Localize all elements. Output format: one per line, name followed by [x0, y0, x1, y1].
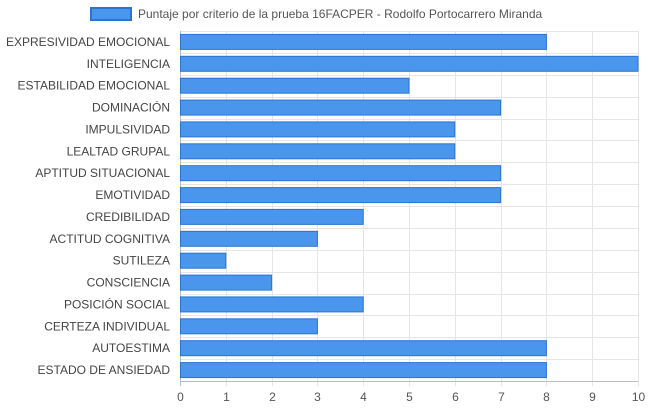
bar — [180, 230, 318, 247]
category-label: SUTILEZA — [113, 254, 170, 268]
bar — [180, 187, 502, 204]
bar — [180, 274, 273, 291]
category-label: LEALTAD GRUPAL — [67, 144, 171, 158]
x-tick-label: 2 — [269, 390, 276, 404]
category-label: CERTEZA INDIVIDUAL — [44, 319, 170, 333]
x-tick-label: 10 — [632, 390, 646, 404]
x-tick-label: 7 — [498, 390, 505, 404]
bar — [180, 99, 502, 116]
category-label: IMPULSIVIDAD — [85, 122, 170, 136]
x-tick-label: 0 — [177, 390, 184, 404]
category-label: ESTABILIDAD EMOCIONAL — [18, 79, 171, 93]
bar — [180, 208, 364, 225]
x-tick-label: 3 — [314, 390, 321, 404]
bar — [180, 33, 547, 50]
bar — [180, 318, 318, 335]
legend-swatch[interactable] — [90, 7, 132, 21]
x-tick-label: 5 — [406, 390, 413, 404]
bar — [180, 252, 227, 269]
category-label: AUTOESTIMA — [92, 341, 170, 355]
bar — [180, 296, 364, 313]
category-label: EMOTIVIDAD — [95, 188, 170, 202]
x-tick-label: 1 — [223, 390, 230, 404]
x-tick-label: 8 — [543, 390, 550, 404]
bar — [180, 340, 547, 357]
category-label: CREDIBILIDAD — [86, 210, 170, 224]
bar — [180, 121, 456, 138]
bar — [180, 143, 456, 160]
category-label: ACTITUD COGNITIVA — [50, 232, 170, 246]
category-label: APTITUD SITUACIONAL — [35, 166, 170, 180]
bar — [180, 165, 502, 182]
x-tick-label: 6 — [452, 390, 459, 404]
x-tick-label: 4 — [360, 390, 367, 404]
category-label: EXPRESIVIDAD EMOCIONAL — [6, 35, 170, 49]
bar — [180, 55, 639, 72]
category-label: ESTADO DE ANSIEDAD — [38, 363, 171, 377]
bar — [180, 77, 410, 94]
category-label: INTELIGENCIA — [87, 57, 170, 71]
legend-label[interactable]: Puntaje por criterio de la prueba 16FACP… — [138, 7, 543, 21]
category-label: DOMINACIÓN — [92, 100, 170, 115]
x-tick-label: 9 — [589, 390, 596, 404]
category-label: CONSCIENCIA — [87, 276, 170, 290]
bar — [180, 362, 547, 379]
category-label: POSICIÓN SOCIAL — [64, 296, 170, 311]
